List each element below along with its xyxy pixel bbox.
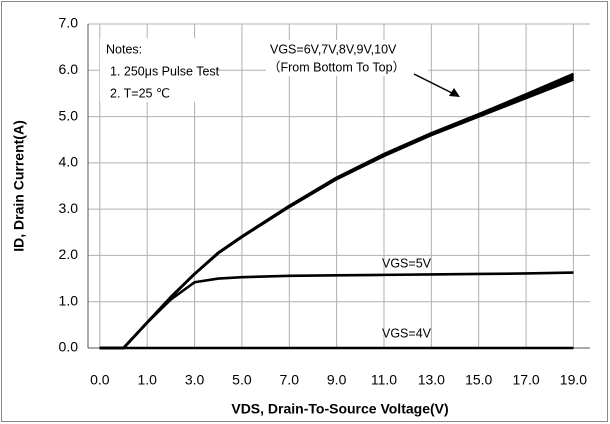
x-tick-label: 13.0 xyxy=(418,372,445,388)
y-tick-label: 2.0 xyxy=(59,246,79,262)
x-tick-label: 0.0 xyxy=(90,372,110,388)
notes-box xyxy=(100,38,216,102)
y-tick-label: 6.0 xyxy=(59,61,79,77)
label-box xyxy=(266,40,428,76)
annotation: VGS=6V,7V,8V,9V,10V xyxy=(270,42,397,56)
x-tick-label: 7.0 xyxy=(280,372,300,388)
y-tick-label: 3.0 xyxy=(59,200,79,216)
x-tick-label: 15.0 xyxy=(465,372,492,388)
x-tick-label: 5.0 xyxy=(232,372,252,388)
y-tick-label: 5.0 xyxy=(59,107,79,123)
annotation: VGS=4V xyxy=(382,326,432,340)
y-tick-label: 7.0 xyxy=(59,15,79,31)
arrow xyxy=(413,73,459,97)
x-tick-label: 1.0 xyxy=(137,372,157,388)
plot xyxy=(99,72,574,350)
y-axis-title: ID, Drain Current(A) xyxy=(11,120,27,251)
y-tick-label: 1.0 xyxy=(59,292,79,308)
series-line xyxy=(99,72,574,350)
x-tick-label: 19.0 xyxy=(560,372,587,388)
annotation: 1. 250μs Pulse Test xyxy=(110,64,220,78)
annotation: VGS=5V xyxy=(382,256,432,270)
x-tick-label: 3.0 xyxy=(185,372,205,388)
y-tick-label: 4.0 xyxy=(59,154,79,170)
annotation: Notes: xyxy=(106,42,142,56)
arrowhead xyxy=(449,88,460,97)
x-tick-label: 11.0 xyxy=(371,372,397,388)
x-tick-label: 9.0 xyxy=(327,372,347,388)
x-axis-title: VDS, Drain-To-Source Voltage(V) xyxy=(231,401,448,417)
annotation: 2. T=25 ℃ xyxy=(110,86,170,100)
x-tick-label: 17.0 xyxy=(512,372,539,388)
annotation: （From Bottom To Top） xyxy=(268,60,405,74)
y-tick-label: 0.0 xyxy=(59,339,79,355)
